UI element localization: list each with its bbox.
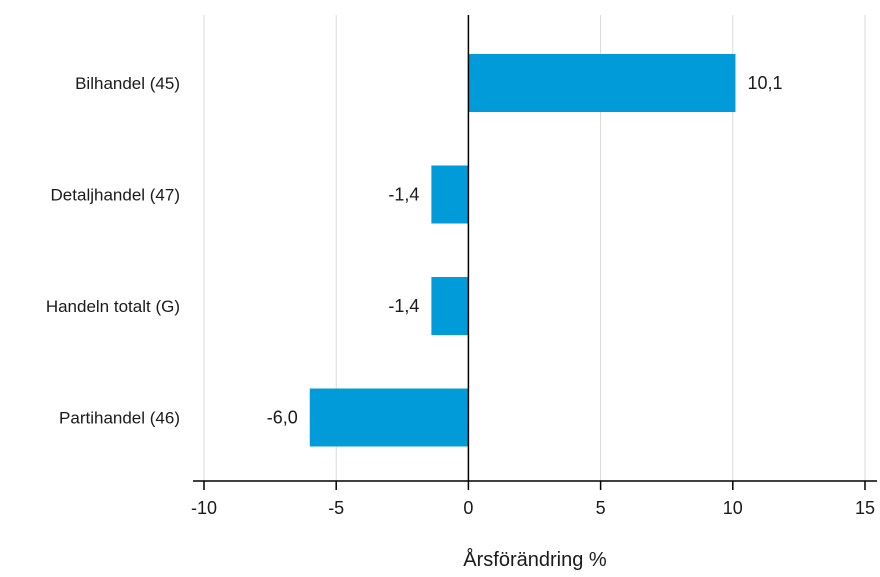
- x-tick-label-5: 15: [855, 498, 875, 518]
- bars: [309, 54, 736, 447]
- category-label-0: Bilhandel (45): [75, 74, 180, 93]
- bar-3: [309, 388, 469, 447]
- x-tick-label-3: 5: [596, 498, 606, 518]
- labels: 10,1 Bilhandel (45) -1,4 Detaljhandel (47) -…: [46, 73, 875, 518]
- bar-2: [431, 277, 469, 335]
- category-label-1: Detaljhandel (47): [51, 186, 180, 205]
- x-tick-label-4: 10: [723, 498, 743, 518]
- bar-1: [431, 165, 469, 224]
- x-tick-label-0: -10: [191, 498, 217, 518]
- value-label-3: -6,0: [267, 408, 298, 428]
- value-label-2: -1,4: [388, 296, 419, 316]
- category-label-3: Partihandel (46): [59, 409, 180, 428]
- bar-0: [468, 54, 736, 112]
- x-tick-label-1: -5: [328, 498, 344, 518]
- x-axis-title: Årsförändring %: [463, 548, 607, 571]
- value-label-0: 10,1: [747, 73, 782, 93]
- axes: [193, 15, 877, 490]
- category-label-2: Handeln totalt (G): [46, 297, 180, 316]
- value-label-1: -1,4: [388, 185, 419, 205]
- x-tick-label-2: 0: [463, 498, 473, 518]
